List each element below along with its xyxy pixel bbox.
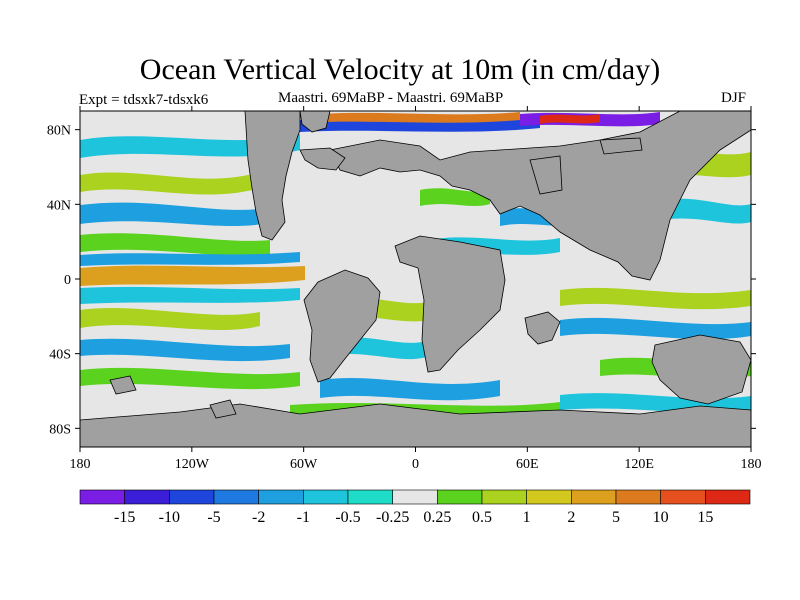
colorbar-label: 5 xyxy=(612,509,620,526)
land-europe-asia xyxy=(329,111,751,281)
colorbar-label: 0.5 xyxy=(472,509,492,526)
land-north-america xyxy=(244,111,301,241)
land-antarctica xyxy=(80,403,751,447)
colorbar-swatch xyxy=(124,489,170,505)
season-label: DJF xyxy=(721,90,747,106)
colorbar-swatch xyxy=(481,489,527,505)
colorbar-swatch xyxy=(213,489,259,505)
colorbar-label: -5 xyxy=(207,509,220,526)
experiment-label: Expt = tdsxk7-tdsxk6 xyxy=(79,92,209,108)
colorbar-swatch xyxy=(526,489,572,505)
colorbar-label: 2 xyxy=(567,509,575,526)
period-label: Maastri. 69MaBP - Maastri. 69MaBP xyxy=(278,90,504,106)
colorbar: -15 -10 -5 -2 -1 -0.5 -0.25 0.25 0.5 1 2 5 10 15 xyxy=(79,489,751,526)
lat-tick-label: 80S xyxy=(49,422,71,437)
colorbar-label: 15 xyxy=(697,509,713,526)
colorbar-label: -2 xyxy=(252,509,265,526)
map-plot-area xyxy=(80,111,751,447)
land-masses xyxy=(80,111,751,447)
lon-tick-label: 120E xyxy=(624,457,654,472)
colorbar-label: -0.25 xyxy=(376,509,409,526)
land-india xyxy=(524,311,561,345)
colorbar-swatch xyxy=(437,489,483,505)
colorbar-swatch xyxy=(660,489,706,505)
lat-tick-label: 0 xyxy=(64,273,71,288)
lon-tick-label: 60W xyxy=(290,457,318,472)
latitude-axis: 80N 40N 0 40S 80S xyxy=(47,124,756,437)
colorbar-swatch xyxy=(392,489,438,505)
colorbar-label: 0.25 xyxy=(423,509,451,526)
lat-tick-label: 40S xyxy=(49,348,71,363)
colorbar-swatch xyxy=(571,489,617,505)
colorbar-swatch xyxy=(258,489,304,505)
colorbar-label: -1 xyxy=(297,509,310,526)
colorbar-label: 1 xyxy=(523,509,531,526)
land-australia xyxy=(651,334,751,405)
lon-tick-label: 180 xyxy=(70,457,91,472)
map-title: Ocean Vertical Velocity at 10m (in cm/da… xyxy=(139,53,661,86)
lon-tick-label: 120W xyxy=(175,457,210,472)
longitude-axis: 180 120W 60W 0 60E 120E 180 xyxy=(70,106,762,472)
land-south-america xyxy=(303,269,381,383)
lon-tick-label: 180 xyxy=(741,457,762,472)
land-small-islands xyxy=(109,375,137,395)
colorbar-label: -10 xyxy=(159,509,180,526)
land-africa xyxy=(394,235,506,373)
colorbar-swatch xyxy=(615,489,661,505)
colorbar-swatch xyxy=(169,489,215,505)
colorbar-swatch xyxy=(347,489,393,505)
colorbar-swatch xyxy=(303,489,349,505)
lat-tick-label: 40N xyxy=(47,198,71,213)
colorbar-label: -15 xyxy=(114,509,135,526)
lon-tick-label: 0 xyxy=(412,457,419,472)
lon-tick-label: 60E xyxy=(516,457,539,472)
lat-tick-label: 80N xyxy=(47,124,71,139)
land-arctic-islands xyxy=(299,111,331,133)
colorbar-label: 10 xyxy=(653,509,669,526)
land-greenland xyxy=(299,147,346,171)
colorbar-swatch xyxy=(705,489,751,505)
colorbar-label: -0.5 xyxy=(335,509,360,526)
colorbar-swatch xyxy=(79,489,125,505)
